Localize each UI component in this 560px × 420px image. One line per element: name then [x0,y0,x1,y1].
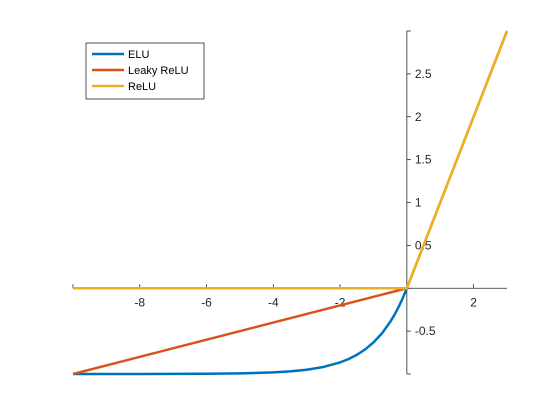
x-tick-label: -6 [201,295,212,309]
series-line-elu [72,287,409,376]
y-tick-label: 1.5 [415,153,432,167]
y-tick-label: 1 [415,196,422,210]
y-tick-label: -0.5 [415,324,436,338]
x-tick-label: -4 [268,295,279,309]
series-lines [72,30,509,376]
legend: ELU Leaky ReLU ReLU [85,42,205,100]
y-tick-label: 2 [415,110,422,124]
legend-label-leaky-relu: Leaky ReLU [128,65,189,77]
x-tick-label: -8 [134,295,145,309]
series-line-relu [73,30,509,290]
axes: -8 -6 -4 -2 2-0.50.511.522.5 [72,30,507,375]
legend-label-elu: ELU [128,49,149,61]
y-tick-label: 2.5 [415,67,432,81]
x-tick-label: -2 [335,295,346,309]
legend-label-relu: ReLU [128,81,156,93]
x-tick-label: 2 [470,295,477,309]
